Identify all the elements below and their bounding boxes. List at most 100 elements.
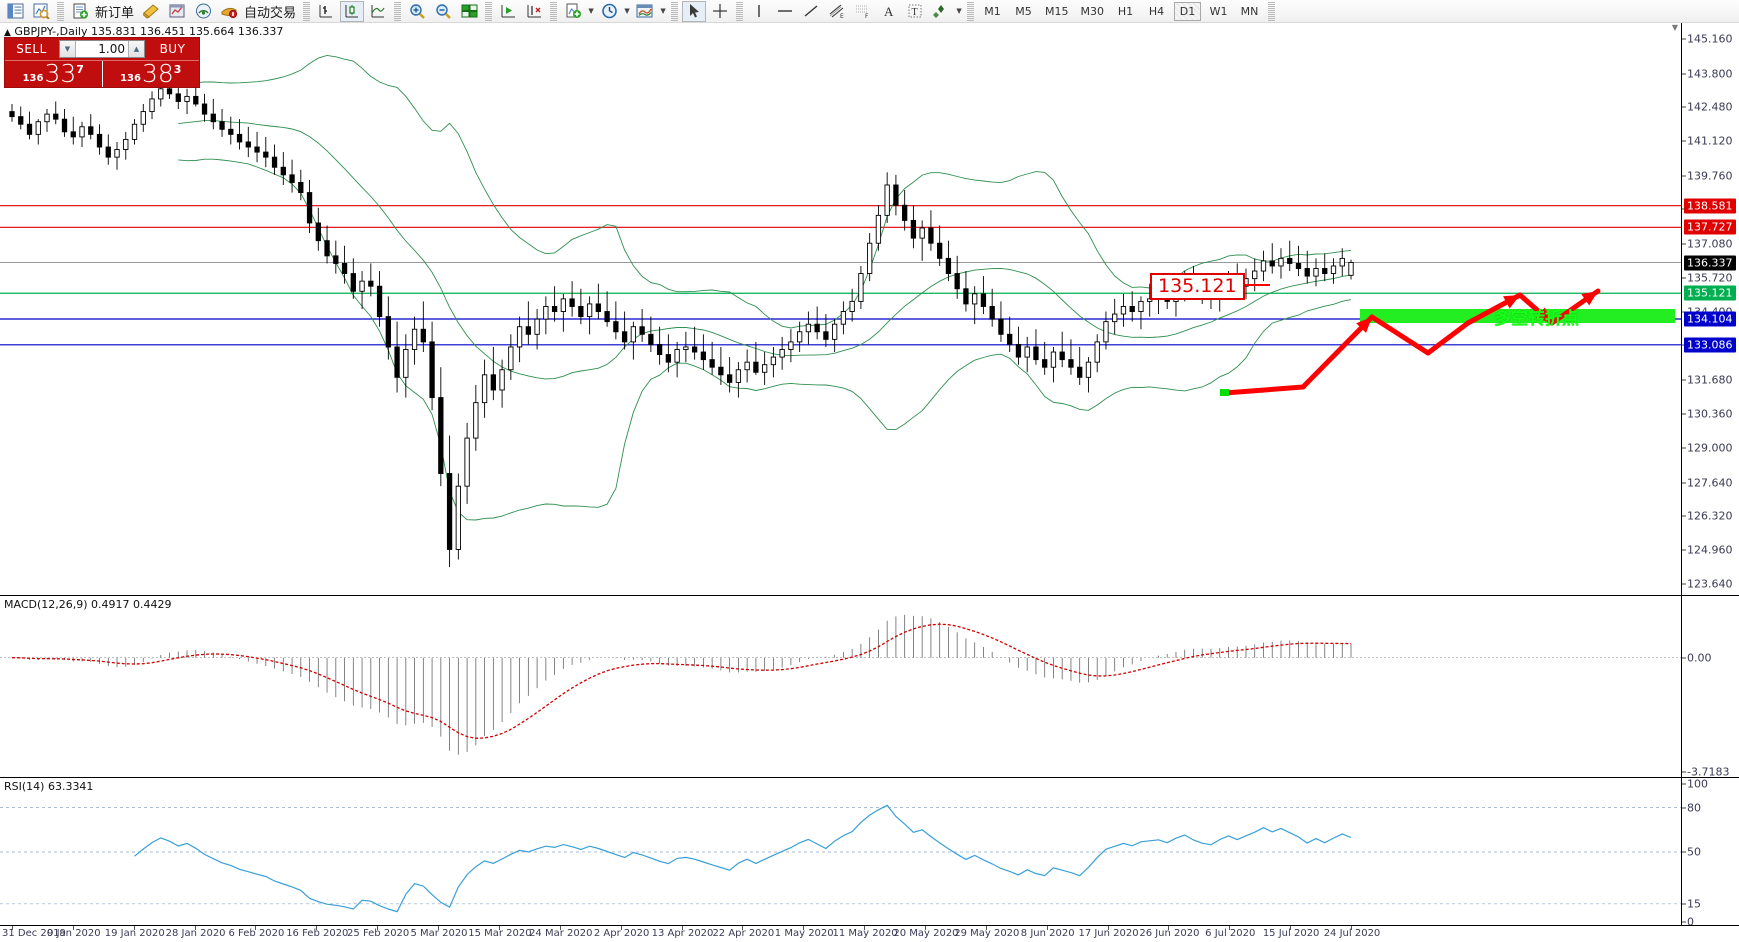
- scroll-indicator[interactable]: ▼: [1671, 23, 1679, 32]
- price-badge-resistance-1[interactable]: 138.581: [1684, 198, 1736, 214]
- signals-icon[interactable]: [191, 1, 215, 22]
- indicators-icon[interactable]: [633, 1, 657, 22]
- horizontal-line-icon[interactable]: [773, 1, 797, 22]
- sell-button[interactable]: SELL: [16, 42, 47, 56]
- macd-plot[interactable]: [0, 596, 1681, 777]
- templates-icon[interactable]: [561, 1, 585, 22]
- buy-price-big: 38: [141, 59, 174, 88]
- text-label-icon[interactable]: T: [903, 1, 927, 22]
- data-window-icon[interactable]: [29, 1, 53, 22]
- timeframe-d1[interactable]: D1: [1174, 1, 1202, 21]
- fibonacci-icon[interactable]: F: [851, 1, 875, 22]
- rsi-axis-label: 15: [1687, 897, 1701, 911]
- time-axis-tick: [1168, 926, 1170, 930]
- timeframe-m1[interactable]: M1: [984, 4, 1001, 18]
- zoom-out-icon[interactable]: [431, 1, 455, 22]
- price-badge-support-1[interactable]: 134.104: [1684, 311, 1736, 327]
- price-axis-label: 135.720: [1687, 271, 1733, 285]
- cursor-icon[interactable]: [682, 0, 707, 22]
- volume-down-icon[interactable]: ▼: [60, 41, 76, 57]
- vertical-line-icon[interactable]: [747, 1, 771, 22]
- shapes-icon[interactable]: [929, 1, 953, 22]
- zoom-in-icon[interactable]: [405, 1, 429, 22]
- chart-area[interactable]: 145.160143.800142.480141.120139.760138.4…: [0, 23, 1739, 942]
- buy-button[interactable]: BUY: [159, 42, 186, 56]
- auto-scroll-icon[interactable]: [522, 1, 546, 22]
- macd-pane[interactable]: 0.00 -3.7183 MACD(12,26,9) 0.4917 0.4429: [0, 595, 1739, 779]
- new-order-label[interactable]: 新订单: [95, 5, 135, 21]
- price-annotation-box[interactable]: 135.121: [1150, 273, 1245, 300]
- macd-axis-tick: [1682, 657, 1686, 659]
- price-axis[interactable]: 145.160143.800142.480141.120139.760138.4…: [1681, 23, 1739, 595]
- templates-dropdown-caret[interactable]: ▼: [588, 7, 594, 15]
- time-axis-label: 15 Jul 2020: [1262, 928, 1320, 939]
- rsi-axis-label: 50: [1687, 845, 1701, 859]
- expert-advisor-icon[interactable]: [139, 1, 163, 22]
- volume-stepper[interactable]: ▼ 1.00 ▲: [59, 40, 145, 58]
- timeframe-h4[interactable]: H4: [1148, 4, 1165, 18]
- time-axis-tick: [194, 926, 196, 930]
- new-order-icon[interactable]: [68, 1, 92, 22]
- toolbar-separator: [57, 1, 64, 21]
- price-badge-support-2[interactable]: 133.086: [1684, 337, 1736, 353]
- buy-price-prefix: 136: [120, 73, 141, 84]
- toolbar-separator: [303, 1, 311, 21]
- auto-trading-label[interactable]: 自动交易: [244, 5, 297, 21]
- svg-text:T: T: [912, 7, 918, 18]
- time-axis-label: 24 Mar 2020: [529, 928, 593, 939]
- price-badge-last-price[interactable]: 136.337: [1684, 255, 1736, 270]
- time-axis-label: 6 Jul 2020: [1205, 928, 1256, 939]
- candlestick-chart-icon[interactable]: [340, 0, 365, 22]
- volume-up-icon[interactable]: ▲: [128, 41, 144, 57]
- price-pane[interactable]: 145.160143.800142.480141.120139.760138.4…: [0, 23, 1739, 595]
- tile-windows-icon[interactable]: [457, 1, 481, 22]
- rsi-plot[interactable]: [0, 778, 1681, 925]
- time-axis-tick: [377, 926, 379, 930]
- auto-trading-icon[interactable]: [217, 1, 241, 22]
- time-axis[interactable]: 31 Dec 2019 9 Jan 2020 19 Jan 2020 28 Jan 2…: [0, 925, 1739, 942]
- timeframe-h1[interactable]: H1: [1117, 4, 1134, 18]
- timeframe-m30[interactable]: M30: [1080, 4, 1105, 18]
- shapes-dropdown-caret[interactable]: ▼: [956, 7, 962, 15]
- chart-shift-icon[interactable]: [496, 1, 520, 22]
- crosshair-icon[interactable]: [708, 1, 732, 22]
- time-axis-label: 25 Feb 2020: [347, 928, 410, 939]
- price-plot[interactable]: [0, 23, 1681, 595]
- buy-price-sup: 3: [173, 63, 182, 76]
- text-icon[interactable]: A: [877, 1, 901, 22]
- price-badge-resistance-2[interactable]: 137.727: [1684, 219, 1736, 235]
- sell-price[interactable]: 136 33 7: [5, 61, 102, 87]
- volume-value[interactable]: 1.00: [98, 42, 125, 56]
- time-axis-tick: [1290, 926, 1292, 930]
- rsi-axis-tick: [1682, 903, 1686, 905]
- period-dropdown-caret[interactable]: ▼: [624, 7, 630, 15]
- line-chart-icon[interactable]: [366, 1, 390, 22]
- timeframe-m15[interactable]: M15: [1045, 4, 1069, 18]
- rsi-axis-tick: [1682, 921, 1686, 923]
- turning-point-annotation[interactable]: 多空转折点: [1494, 309, 1579, 329]
- macd-canvas: [0, 614, 1681, 755]
- bar-chart-icon[interactable]: [314, 1, 338, 22]
- rsi-axis[interactable]: 100 80 50 15 0: [1681, 778, 1739, 929]
- market-watch-icon[interactable]: [165, 1, 189, 22]
- occ-price-row: 136 33 7 136 38 3: [5, 60, 199, 87]
- price-axis-tick: [1682, 175, 1686, 177]
- one-click-trading-panel[interactable]: SELL ▼ 1.00 ▲ BUY 136 33 7 136: [4, 37, 200, 88]
- timeframe-w1[interactable]: W1: [1209, 4, 1228, 18]
- rsi-pane[interactable]: 100 80 50 15 0 RSI(14) 63.3341: [0, 777, 1739, 929]
- price-badge-pivot[interactable]: 135.121: [1684, 285, 1736, 301]
- time-axis-label: 20 May 2020: [893, 928, 959, 939]
- equidistant-channel-icon[interactable]: E: [825, 1, 849, 22]
- timeframe-mn[interactable]: MN: [1240, 4, 1259, 18]
- terminal-icon[interactable]: [3, 1, 27, 22]
- trendline-icon[interactable]: [799, 1, 823, 22]
- collapse-triangle-icon[interactable]: ▲: [4, 28, 11, 38]
- price-axis-label: 145.160: [1687, 32, 1733, 46]
- main-toolbar: 新订单 自动交易: [0, 0, 1739, 23]
- macd-axis[interactable]: 0.00 -3.7183: [1681, 596, 1739, 779]
- period-icon[interactable]: [597, 1, 621, 22]
- timeframe-m5[interactable]: M5: [1015, 4, 1032, 18]
- indicators-dropdown-caret[interactable]: ▼: [660, 7, 666, 15]
- buy-price[interactable]: 136 38 3: [101, 59, 200, 88]
- price-axis-tick: [1682, 447, 1686, 449]
